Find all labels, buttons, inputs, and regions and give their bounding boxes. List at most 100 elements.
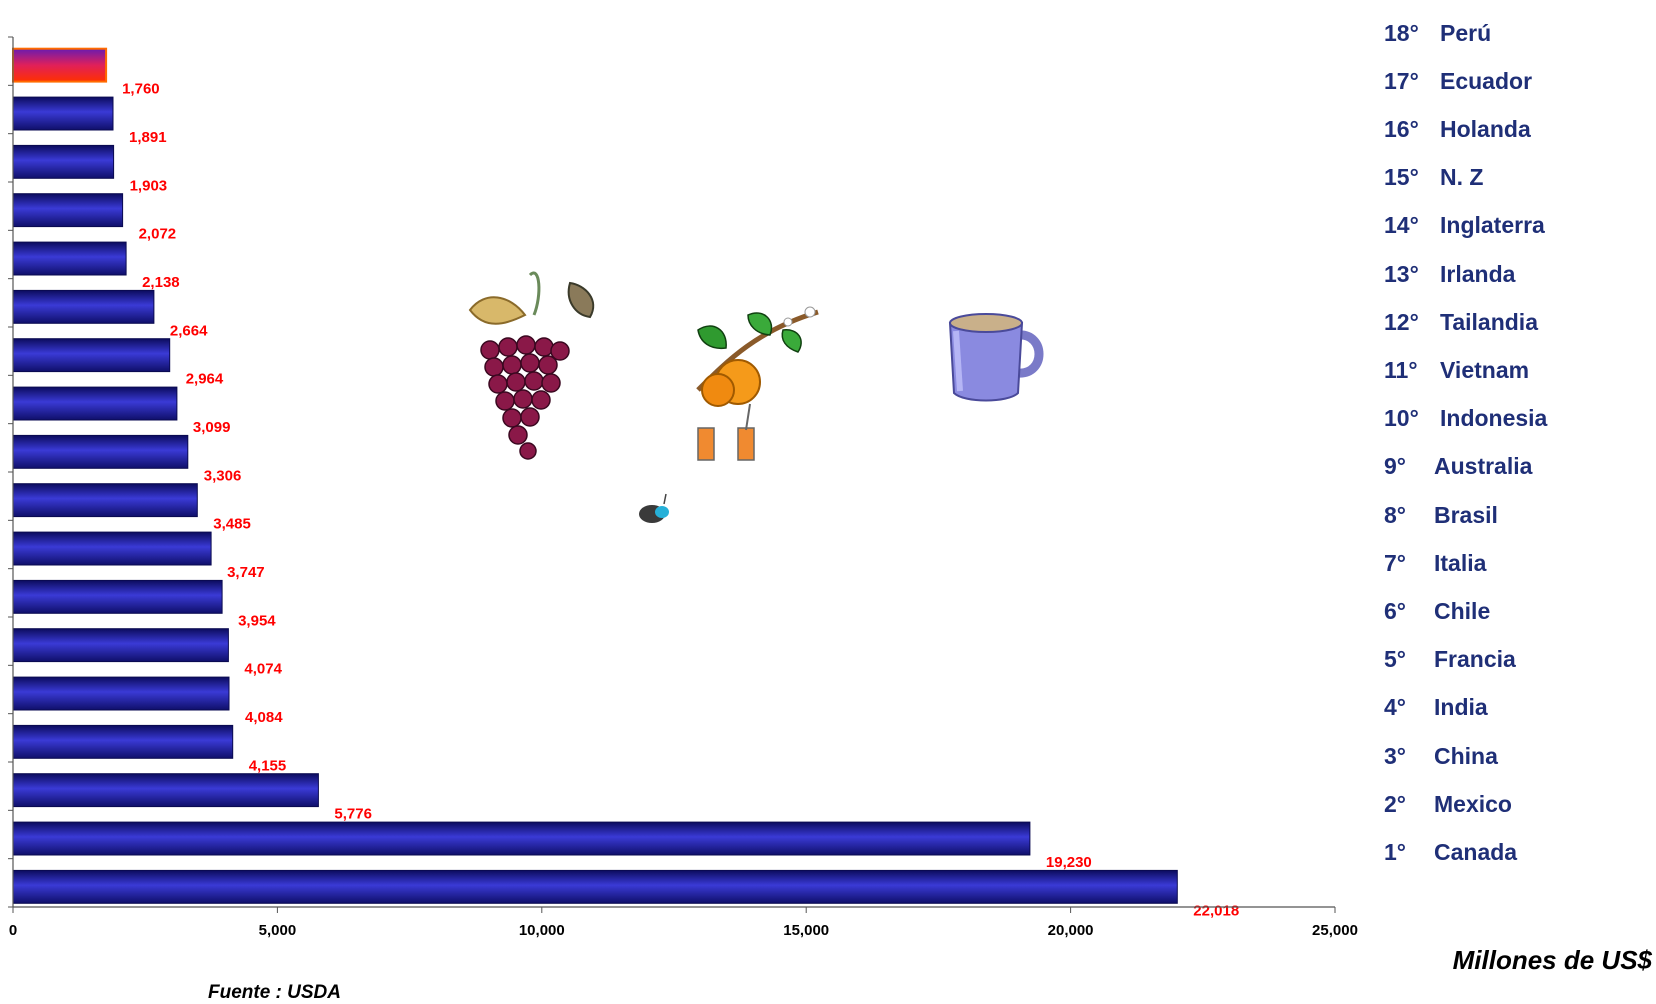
grapes-icon [468,271,595,460]
x-tick-label: 15,000 [783,922,829,939]
rank-row: 17° Ecuador [1384,66,1532,96]
rank-row: 12° Tailandia [1384,307,1538,337]
orange-juice-icon [696,306,819,461]
rank-number: 1° [1384,838,1406,865]
rank-country-name: Inglaterra [1440,212,1545,239]
value-label: 1,891 [129,129,167,146]
value-label: 2,138 [142,274,180,291]
bar-vietnam [12,386,178,421]
value-label: 4,074 [244,661,282,678]
bar-indonesia [12,434,189,469]
rank-number: 6° [1384,597,1406,624]
value-label: 19,230 [1046,854,1092,871]
rank-row: 15° N. Z [1384,163,1483,193]
rank-number: 3° [1384,742,1406,769]
rank-number: 8° [1384,501,1406,528]
x-axis-unit-label: Millones de US$ [1452,945,1652,975]
rank-row: 4° India [1384,693,1488,723]
bee-icon [639,493,669,523]
value-label: 3,954 [238,612,276,629]
rank-row: 11° Vietnam [1384,355,1529,385]
rank-country-name: Irlanda [1440,260,1516,287]
rank-number: 16° [1384,115,1419,142]
bar-india [12,724,234,759]
value-label: 3,306 [204,467,242,484]
rank-number: 11° [1384,356,1418,383]
value-label: 3,747 [227,564,265,581]
rank-number: 7° [1384,549,1406,576]
rank-country-name: Australia [1434,453,1533,480]
rank-number: 12° [1384,308,1419,335]
bar-n-z [12,193,124,228]
bar-per- [12,47,108,83]
rank-number: 2° [1384,790,1406,817]
rank-country-name: Italia [1434,549,1487,576]
rank-row: 1° Canada [1384,837,1517,867]
rank-country-name: Tailandia [1440,308,1538,335]
bar-irlanda [12,289,155,324]
bar-australia [12,483,198,518]
value-label: 4,084 [245,709,283,726]
value-label: 2,072 [139,226,177,243]
x-tick-label: 20,000 [1048,922,1094,939]
rank-number: 18° [1384,19,1419,46]
bar-inglaterra [12,241,127,276]
bar-francia [12,676,230,711]
rank-row: 2° Mexico [1384,789,1512,819]
x-tick-label: 5,000 [259,922,297,939]
bar-mexico [12,821,1031,856]
bar-holanda [12,144,115,179]
bar-italia [12,579,223,614]
value-label: 2,964 [186,371,224,388]
rank-row: 14° Inglaterra [1384,211,1545,241]
rank-number: 17° [1384,67,1419,94]
rank-country-name: Brasil [1434,501,1498,528]
value-label: 3,099 [193,419,231,436]
rank-country-name: Chile [1434,597,1491,624]
coffee-mug-icon [948,313,1044,402]
value-label: 3,485 [213,516,251,533]
rank-number: 15° [1384,164,1419,191]
rank-country-name: Francia [1434,646,1516,673]
bar-canada [12,869,1178,904]
value-label: 5,776 [334,806,372,823]
rank-row: 3° China [1384,741,1498,771]
source-note: Fuente : USDA [208,982,341,1003]
rank-row: 10° Indonesia [1384,404,1547,434]
value-label: 2,664 [170,322,208,339]
rank-country-name: Canada [1434,838,1518,865]
bar-chile [12,628,229,663]
x-tick-label: 25,000 [1312,922,1358,939]
value-label: 4,155 [249,757,287,774]
rank-country-name: N. Z [1440,164,1484,191]
bar-brasil [12,531,212,566]
value-label: 1,760 [122,81,160,98]
rank-country-name: India [1434,694,1488,721]
rank-row: 7° Italia [1384,548,1486,578]
rank-row: 8° Brasil [1384,500,1498,530]
rank-country-name: Perú [1440,19,1492,46]
rank-number: 9° [1384,453,1406,480]
rank-row: 18° Perú [1384,18,1491,48]
rank-country-name: Mexico [1434,790,1512,817]
rank-row: 6° Chile [1384,596,1490,626]
x-tick-label: 0 [9,922,17,939]
rank-row: 13° Irlanda [1384,259,1515,289]
x-tick-label: 10,000 [519,922,565,939]
rank-number: 14° [1384,212,1419,239]
rank-country-name: Holanda [1440,115,1531,142]
rank-country-name: China [1434,742,1498,769]
bar-tailandia [12,338,171,373]
bar-china [12,773,319,808]
rank-row: 5° Francia [1384,645,1516,675]
value-label: 1,903 [130,177,168,194]
value-label: 22,018 [1193,902,1239,919]
rank-country-name: Indonesia [1440,405,1548,432]
rank-number: 5° [1384,646,1406,673]
bar-ecuador [12,96,114,131]
rank-number: 13° [1384,260,1419,287]
rank-row: 16° Holanda [1384,114,1531,144]
rank-country-name: Vietnam [1440,356,1530,383]
rank-country-name: Ecuador [1440,67,1533,94]
